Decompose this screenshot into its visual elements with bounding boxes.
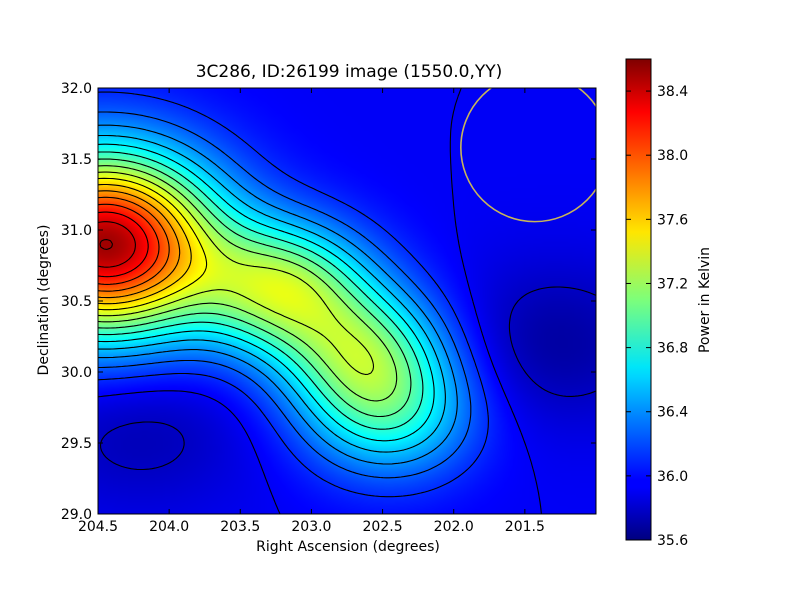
contour-lines bbox=[98, 88, 596, 514]
x-tick-label: 204.0 bbox=[149, 519, 189, 535]
colorbar-tick-label: 37.6 bbox=[657, 212, 688, 228]
contour-line bbox=[98, 190, 181, 299]
colorbar-tick-label: 38.4 bbox=[657, 84, 688, 100]
contour-line bbox=[98, 183, 192, 305]
x-axis-label: Right Ascension (degrees) bbox=[256, 539, 440, 555]
x-tick-label: 203.0 bbox=[291, 519, 331, 535]
contour-line bbox=[98, 88, 542, 514]
colorbar-tick-label: 35.6 bbox=[657, 533, 688, 549]
x-tick-label: 202.0 bbox=[434, 519, 474, 535]
colorbar-axis: 35.6 36.0 36.4 36.8 37.2 37.6 38.0 38.4 bbox=[626, 84, 688, 549]
contour-line bbox=[98, 221, 136, 268]
colorbar-tick-label: 36.0 bbox=[657, 469, 688, 485]
y-tick-label: 30.0 bbox=[61, 365, 92, 381]
x-tick-label: 202.5 bbox=[363, 519, 403, 535]
colorbar-tick-label: 37.2 bbox=[657, 276, 688, 292]
y-tick-label: 29.0 bbox=[61, 507, 92, 523]
contour-line bbox=[98, 91, 489, 498]
x-tick-label: 204.5 bbox=[78, 519, 118, 535]
heatmap-image bbox=[98, 88, 596, 514]
colorbar-label: Power in Kelvin bbox=[697, 247, 713, 353]
y-axis-label: Declination (degrees) bbox=[36, 225, 52, 376]
contour-line bbox=[98, 171, 375, 375]
contour-line bbox=[98, 111, 472, 479]
heatmap-area bbox=[98, 88, 596, 514]
colorbar-tick-label: 36.4 bbox=[657, 405, 688, 421]
contour-line bbox=[98, 143, 435, 442]
x-axis: 204.5 204.0 203.5 203.0 202.5 202.0 201.5 bbox=[78, 88, 545, 535]
x-tick-label: 201.5 bbox=[505, 519, 545, 535]
contour-line bbox=[99, 239, 114, 250]
y-tick-label: 31.5 bbox=[61, 152, 92, 168]
contour-line bbox=[98, 203, 160, 285]
contour-line bbox=[98, 151, 424, 430]
contour-line bbox=[99, 286, 596, 471]
y-tick-label: 30.5 bbox=[61, 294, 92, 310]
colorbar bbox=[625, 58, 652, 541]
colorbar-tick-label: 38.0 bbox=[657, 148, 688, 164]
x-tick-label: 203.5 bbox=[220, 519, 260, 535]
contour-line bbox=[98, 177, 208, 311]
contour-line bbox=[98, 196, 170, 292]
chart-title: 3C286, ID:26199 image (1550.0,YY) bbox=[196, 62, 503, 82]
contour-line bbox=[98, 211, 149, 278]
contour-line bbox=[98, 165, 398, 402]
colorbar-tick-label: 36.8 bbox=[657, 341, 688, 357]
y-tick-label: 31.0 bbox=[61, 223, 92, 239]
y-axis: 29.0 29.5 30.0 30.5 31.0 31.5 32.0 bbox=[61, 81, 596, 523]
beam-circle bbox=[460, 88, 596, 223]
y-tick-label: 32.0 bbox=[61, 81, 92, 97]
contour-line bbox=[98, 134, 446, 453]
contour-line bbox=[98, 124, 458, 465]
y-tick-label: 29.5 bbox=[61, 436, 92, 452]
